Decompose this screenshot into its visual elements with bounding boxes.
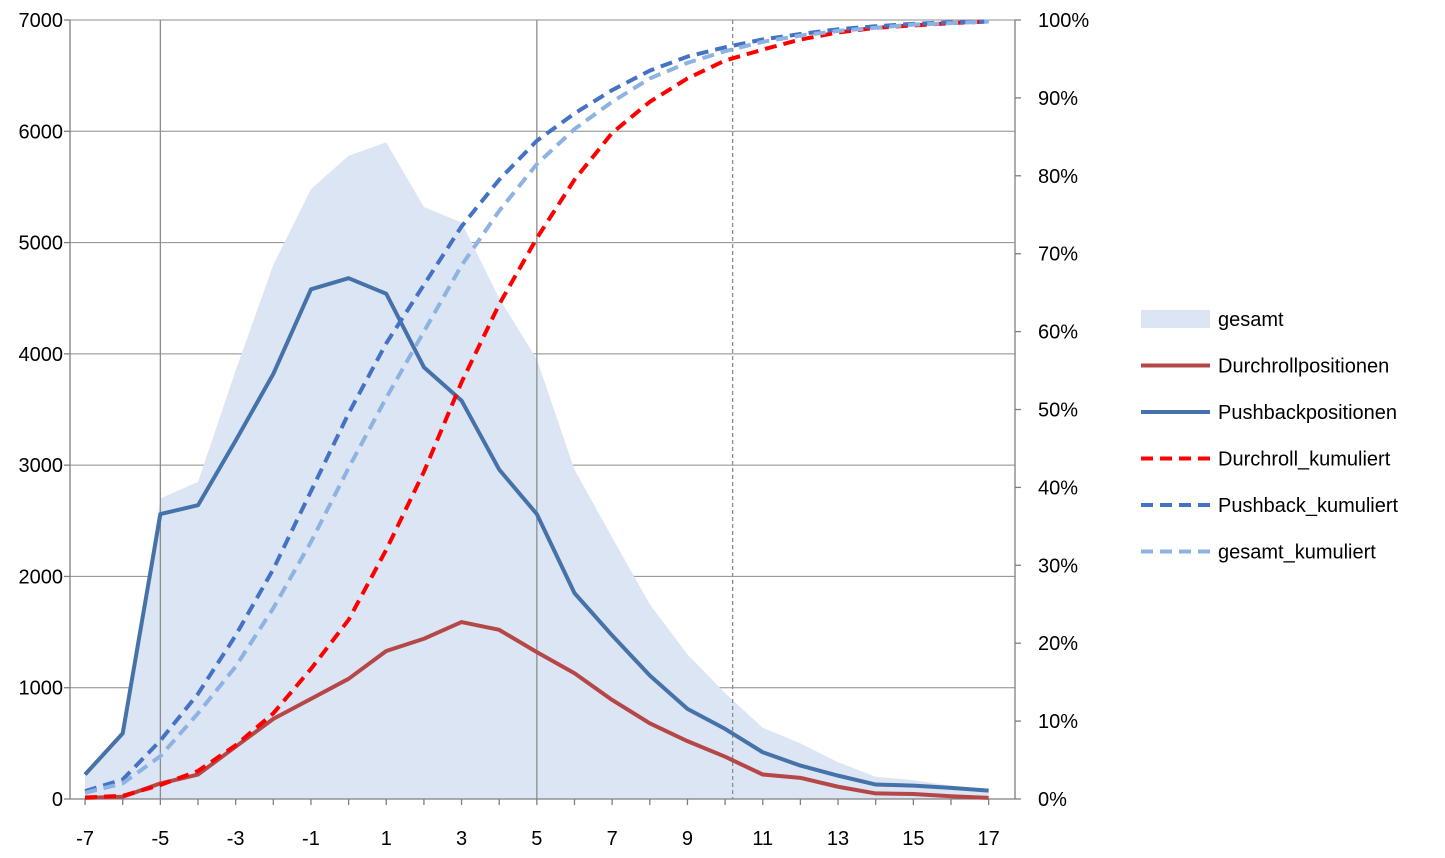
y-right-tick-label: 50% <box>1038 400 1078 422</box>
y-right-tick-label: 20% <box>1038 633 1078 655</box>
legend-item: Pushback_kumuliert <box>1141 495 1399 517</box>
y-right-tick-label: 0% <box>1038 789 1067 811</box>
legend-item: Pushbackpositionen <box>1141 402 1397 424</box>
x-tick-label: 7 <box>607 828 618 850</box>
x-tick-label: 1 <box>381 828 392 850</box>
y-left-tick-label: 7000 <box>19 10 64 32</box>
y-left-tick-label: 4000 <box>19 344 64 366</box>
x-tick-label: 3 <box>456 828 467 850</box>
x-tick-label: 5 <box>531 828 542 850</box>
legend-label: Durchroll_kumuliert <box>1218 449 1391 471</box>
y-left-tick-label: 2000 <box>19 566 64 588</box>
x-tick-label: 17 <box>978 828 1000 850</box>
x-tick-label: 13 <box>827 828 849 850</box>
legend-label: Durchrollpositionen <box>1218 356 1389 378</box>
legend-label: Pushbackpositionen <box>1218 402 1397 424</box>
y-right-tick-label: 40% <box>1038 477 1078 499</box>
y-left-tick-label: 3000 <box>19 455 64 477</box>
x-tick-label: -1 <box>302 828 320 850</box>
x-tick-label: -5 <box>151 828 169 850</box>
tick-labels: 0 1000 2000 3000 4000 5000 6000 7000 0% 10% 20% 30%… <box>19 10 1090 850</box>
x-tick-label: -7 <box>76 828 94 850</box>
y-left-tick-label: 5000 <box>19 233 64 255</box>
legend-item: Durchroll_kumuliert <box>1141 449 1391 471</box>
y-right-tick-label: 10% <box>1038 711 1078 733</box>
axes <box>64 19 1021 805</box>
y-right-tick-label: 30% <box>1038 555 1078 577</box>
y-right-tick-label: 90% <box>1038 88 1078 110</box>
y-left-tick-label: 0 <box>52 789 63 811</box>
y-left-tick-label: 1000 <box>19 678 64 700</box>
legend-item: Durchrollpositionen <box>1141 356 1389 378</box>
y-right-tick-label: 60% <box>1038 322 1078 344</box>
reference-lines <box>159 20 734 799</box>
x-tick-label: 15 <box>902 828 924 850</box>
legend-item: gesamt <box>1141 309 1284 331</box>
line-Pushbackpositionen <box>83 276 989 793</box>
x-tick-label: 11 <box>752 828 773 850</box>
line-gesamt_kumuliert <box>84 19 989 795</box>
legend-label: gesamt_kumuliert <box>1218 542 1376 564</box>
legend-label: Pushback_kumuliert <box>1218 495 1399 517</box>
y-right-tick-label: 100% <box>1038 10 1089 32</box>
line-series <box>83 19 989 800</box>
legend-item: gesamt_kumuliert <box>1141 542 1376 564</box>
x-tick-label: -3 <box>227 828 245 850</box>
y-left-tick-label: 6000 <box>19 121 64 143</box>
y-right-tick-label: 70% <box>1038 244 1078 266</box>
legend-swatch-gesamt <box>1141 310 1210 328</box>
y-right-tick-label: 80% <box>1038 166 1078 188</box>
line-Durchroll_kumuliert <box>84 19 989 800</box>
legend-label: gesamt <box>1218 309 1284 331</box>
legend: gesamt Durchrollpositionen Pushbackpositio… <box>1141 309 1399 564</box>
x-tick-label: 9 <box>682 828 693 850</box>
